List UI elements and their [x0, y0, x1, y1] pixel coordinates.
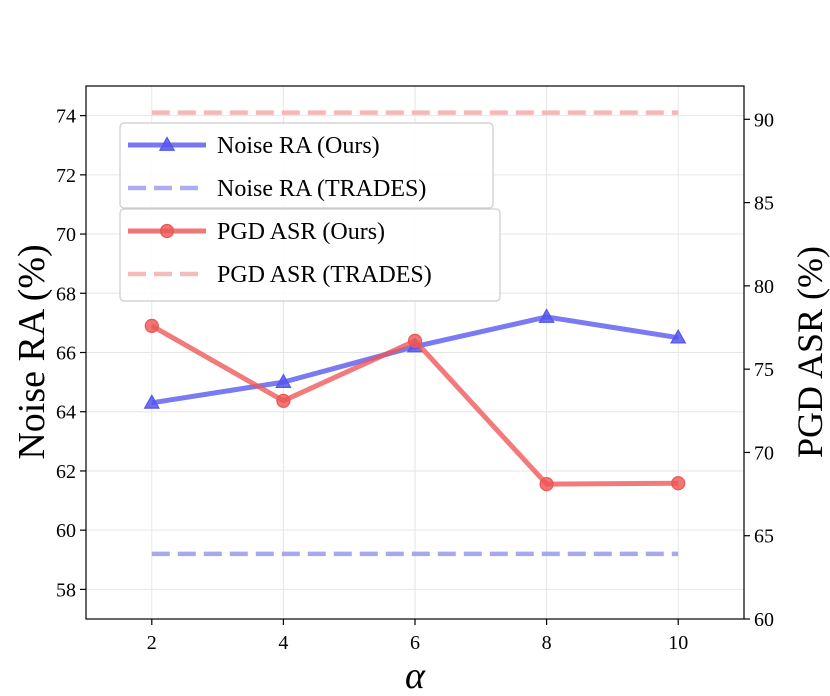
- left-y-tick-label: 68: [56, 283, 76, 305]
- legend-label: PGD ASR (TRADES): [217, 262, 432, 288]
- data-point: [407, 333, 423, 348]
- legend-pgd-asr: PGD ASR (Ours) PGD ASR (TRADES): [119, 208, 501, 302]
- legend-noise-ra: Noise RA (Ours) Noise RA (TRADES): [119, 122, 494, 209]
- series-pgd-asr-ours: [144, 318, 686, 492]
- x-tick-label: 4: [278, 632, 288, 654]
- left-y-tick-label: 72: [56, 165, 76, 187]
- right-y-tick-label: 75: [754, 359, 774, 381]
- x-axis-ticks: 2 4 6 8 10: [147, 619, 688, 654]
- legend-box: [119, 208, 501, 302]
- x-tick-label: 2: [147, 632, 157, 654]
- legend-swatch-marker: [159, 223, 175, 239]
- legend-label: PGD ASR (Ours): [217, 219, 385, 245]
- data-point: [144, 318, 159, 333]
- left-y-tick-label: 64: [56, 402, 76, 424]
- left-y-tick-label: 74: [56, 106, 76, 128]
- legend-swatch-marker: [158, 136, 176, 151]
- right-y-tick-label: 70: [754, 442, 774, 464]
- right-y-axis-ticks: 60 65 70 75 80 85 90: [744, 109, 774, 631]
- data-point: [276, 393, 291, 408]
- data-point: [670, 328, 687, 344]
- data-point: [539, 476, 554, 492]
- legend-label: Noise RA (TRADES): [217, 176, 426, 202]
- left-y-tick-label: 70: [56, 224, 76, 246]
- data-point: [275, 373, 292, 388]
- right-y-tick-label: 85: [754, 193, 774, 215]
- data-point: [143, 394, 160, 409]
- data-point: [671, 476, 686, 491]
- legend-box: [119, 122, 494, 209]
- left-y-axis-ticks: 58 60 62 64 66 68 70 72 74: [56, 106, 86, 601]
- left-y-tick-label: 60: [56, 520, 76, 542]
- left-y-tick-label: 58: [56, 579, 76, 601]
- right-y-tick-label: 65: [754, 526, 774, 548]
- right-y-axis-label: PGD ASR (%): [790, 246, 830, 458]
- x-tick-label: 8: [542, 632, 552, 654]
- x-tick-label: 10: [668, 632, 688, 654]
- data-point: [538, 308, 555, 323]
- left-y-tick-label: 66: [56, 343, 76, 365]
- left-y-tick-label: 62: [56, 461, 76, 483]
- right-y-tick-label: 80: [754, 276, 774, 298]
- x-axis-label: α: [405, 655, 426, 696]
- series-layer: [143, 110, 687, 557]
- left-y-axis-label: Noise RA (%): [11, 244, 53, 459]
- right-y-tick-label: 60: [754, 609, 774, 631]
- right-y-tick-label: 90: [754, 109, 774, 131]
- x-tick-label: 6: [410, 632, 420, 654]
- legend-label: Noise RA (Ours): [217, 133, 380, 159]
